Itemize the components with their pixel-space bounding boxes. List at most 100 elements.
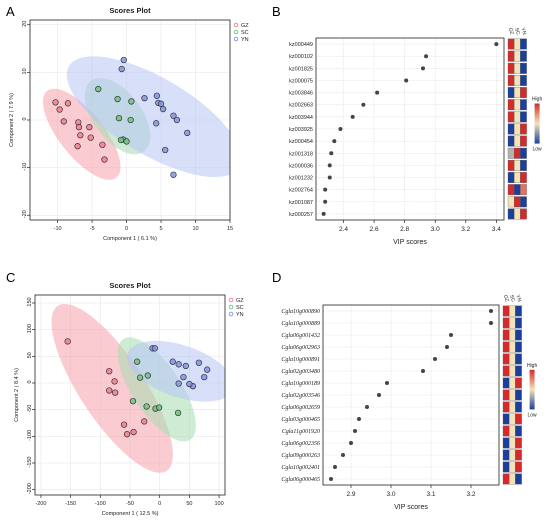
vip-point (329, 477, 333, 481)
ellipse-yn (127, 340, 225, 402)
vip-point (333, 465, 337, 469)
data-point-gz (141, 418, 148, 425)
heatmap-cell (502, 341, 510, 353)
feature-label: Cgla10g000890 (281, 309, 320, 315)
feature-label: kz001318 (289, 151, 313, 157)
legend-marker-yn (228, 311, 234, 317)
data-point-sc (117, 136, 125, 144)
heatmap-cell (507, 62, 515, 74)
vip-point (327, 163, 332, 168)
vip-point (420, 66, 425, 71)
feature-label: kz000102 (289, 54, 313, 60)
x-tick-label: 100 (214, 501, 223, 507)
vip-point (489, 321, 493, 325)
data-point-sc (143, 403, 150, 410)
vip-point (349, 441, 353, 445)
confidence-ellipses (42, 56, 230, 180)
heatmap-cell (520, 147, 527, 159)
heatmap-cell (507, 99, 515, 111)
color-scale-high: High (527, 363, 538, 369)
vip-point (357, 417, 361, 421)
data-point-yn (162, 146, 169, 154)
vip-point (494, 42, 499, 47)
heatmap-column-label: SC (508, 294, 516, 303)
data-point-yn (141, 94, 148, 102)
data-point-sc (127, 116, 134, 124)
heatmap-cell (509, 341, 516, 353)
data-point-gz (106, 368, 113, 375)
vip-point (329, 151, 334, 156)
heatmap-cell (507, 147, 515, 159)
legend-marker-yn (233, 36, 239, 42)
data-point-sc (144, 372, 151, 379)
data-point-gz (75, 123, 83, 131)
y-tick-label: 10 (22, 68, 28, 74)
data-point-yn (184, 129, 191, 137)
heatmap-cell (515, 449, 522, 461)
heatmap-cell (507, 123, 515, 135)
heatmap-cell (502, 353, 510, 365)
heatmap-cell (514, 50, 521, 62)
heatmap-cell (502, 305, 510, 317)
vip-point (327, 175, 332, 180)
x-tick-label: -50 (126, 501, 134, 507)
data-point-gz (86, 123, 93, 131)
y-tick-label: -100 (27, 430, 33, 441)
heatmap-cell (507, 184, 515, 196)
legend-label-yn: YN (241, 37, 249, 43)
heatmap-cell (514, 87, 521, 99)
heatmap-cell (520, 172, 527, 183)
feature-label: Cgla06g001432 (281, 332, 320, 339)
heatmap-cell (515, 317, 522, 329)
heatmap-cell (509, 449, 516, 461)
data-point-sc (133, 358, 141, 365)
x-tick-label: 3.1 (426, 491, 435, 498)
heatmap-cell (515, 425, 522, 437)
heatmap-cell (520, 196, 527, 208)
color-scale-low: Low (533, 147, 543, 153)
panel-label-d: D (272, 270, 282, 285)
x-tick-label: 3.4 (492, 226, 501, 233)
legend-label-gz: GZ (241, 23, 249, 29)
vip-point (404, 78, 409, 83)
heatmap-cell (507, 50, 515, 62)
x-tick-label: -200 (35, 501, 46, 507)
ellipse-gz (51, 303, 173, 473)
heatmap-column-label: YN (519, 27, 527, 36)
heatmap-cell (502, 461, 510, 473)
vip-point (365, 405, 369, 409)
legend-label-yn: YN (236, 312, 244, 318)
heatmap-cell (520, 99, 527, 111)
x-axis-label: Component 1 ( 12.5 %) (102, 511, 159, 517)
y-tick-label: 50 (27, 352, 33, 358)
color-scale-high: High (532, 97, 543, 103)
data-point-yn (195, 359, 203, 366)
feature-label: Cgla06g002963 (281, 345, 320, 351)
heatmap-cell (515, 461, 522, 473)
data-point-gz (112, 389, 119, 396)
data-point-sc (129, 397, 137, 405)
heatmap-cell (514, 38, 521, 50)
data-point-yn (201, 373, 208, 381)
heatmap-cell (515, 389, 522, 401)
vip-point (338, 127, 343, 131)
feature-label: kz003846 (289, 91, 313, 97)
legend-marker-gz (233, 22, 239, 28)
heatmap-cell (507, 159, 515, 171)
x-axis-label: VIP scores (393, 239, 427, 246)
feature-label: Cgla03g000465 (281, 416, 320, 423)
y-axis-label: Component 2 ( 7.9 %) (9, 93, 15, 147)
data-point-yn (151, 345, 159, 352)
feature-label: Cgla10g000889 (281, 321, 320, 327)
x-axis-label: VIP scores (394, 504, 428, 511)
feature-label: Cgla09g000263 (281, 453, 320, 459)
heatmap-cell (515, 401, 522, 413)
heatmap-cell (515, 473, 522, 485)
data-point-gz (56, 106, 63, 113)
vip-point (421, 369, 425, 373)
data-point-gz (101, 156, 108, 163)
x-tick-label: 15 (227, 226, 233, 232)
vip-point (385, 381, 389, 385)
y-axis-label: Component 2 ( 8.4 %) (14, 368, 20, 422)
